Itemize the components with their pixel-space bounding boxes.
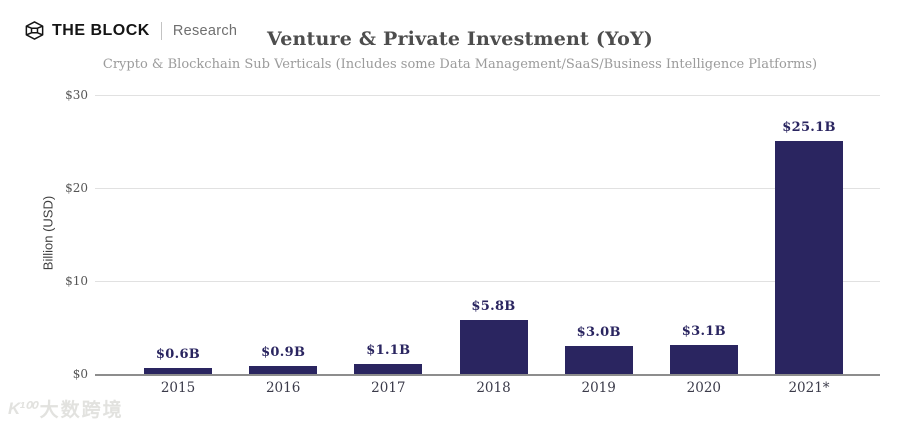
bar: [249, 365, 318, 374]
watermark-logo-icon: K¹⁰⁰: [8, 398, 37, 418]
bar: [144, 368, 212, 374]
bar-value-label: $1.1B: [366, 342, 411, 358]
y-tick-label: $20: [65, 181, 88, 195]
x-tick-label: 2021*: [788, 380, 830, 396]
bar-value-label: $5.8B: [471, 299, 516, 315]
y-tick-label: $0: [72, 367, 88, 381]
brand-subname: Research: [172, 22, 238, 39]
bar: [564, 346, 633, 374]
chart-subtitle: Crypto & Blockchain Sub Verticals (Inclu…: [102, 57, 818, 72]
x-axis-line: [95, 374, 880, 376]
y-tick-label: $10: [65, 274, 88, 288]
x-tick-label: 2020: [686, 380, 722, 396]
x-tick-label: 2018: [476, 380, 511, 396]
y-tick-label: $30: [65, 88, 88, 102]
brand-name: THE BLOCK: [52, 21, 150, 39]
chart-title: Venture & Private Investment (YoY): [267, 28, 653, 50]
bar: [669, 345, 738, 374]
bar-value-label: $0.6B: [155, 347, 201, 363]
the-block-logo: THE BLOCK Research: [24, 20, 237, 41]
gridline: [95, 281, 880, 282]
block-cube-icon: [24, 20, 45, 41]
x-tick-label: 2019: [581, 380, 616, 396]
gridline: [95, 188, 880, 189]
gridline: [95, 95, 880, 96]
watermark: K¹⁰⁰ 大数跨境: [8, 395, 124, 422]
x-tick-label: 2015: [160, 380, 196, 396]
bar: [354, 363, 423, 374]
watermark-text: 大数跨境: [39, 400, 124, 421]
logo-divider: [160, 21, 162, 40]
x-tick-label: 2016: [265, 380, 301, 396]
bar-value-label: $0.9B: [261, 344, 306, 360]
bar-value-label: $3.0B: [576, 325, 621, 341]
x-tick-label: 2017: [371, 380, 406, 396]
bar: [459, 320, 528, 374]
bar: [775, 140, 844, 374]
bar-value-label: $25.1B: [782, 119, 836, 135]
bar-value-label: $3.1B: [681, 324, 726, 340]
title-block: Venture & Private Investment (YoY) Crypt…: [30, 28, 890, 72]
